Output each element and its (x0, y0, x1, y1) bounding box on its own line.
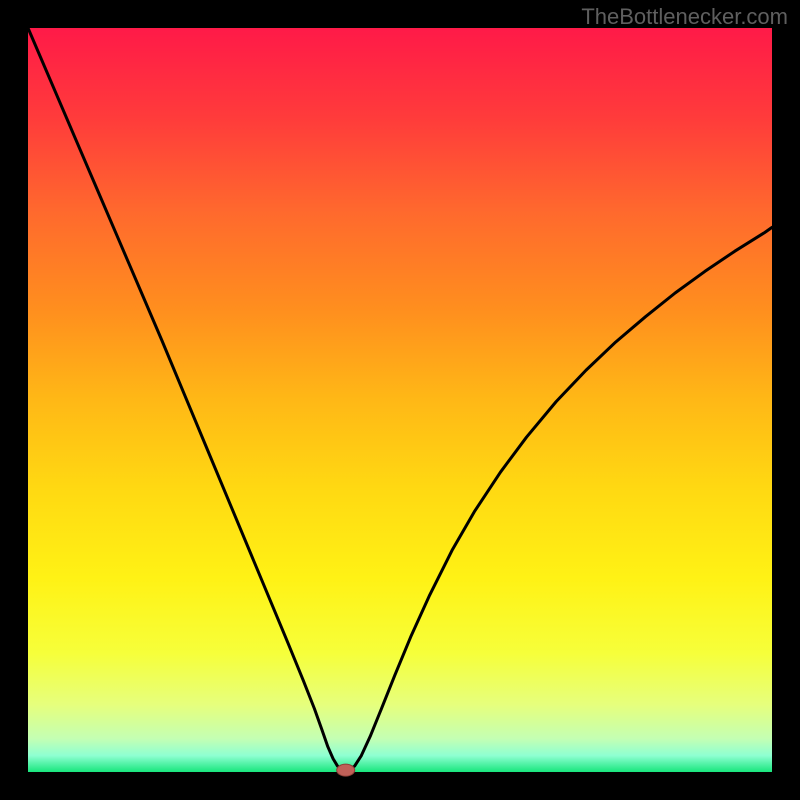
optimum-marker (337, 764, 355, 776)
chart-stage: TheBottlenecker.com (0, 0, 800, 800)
chart-svg (0, 0, 800, 800)
